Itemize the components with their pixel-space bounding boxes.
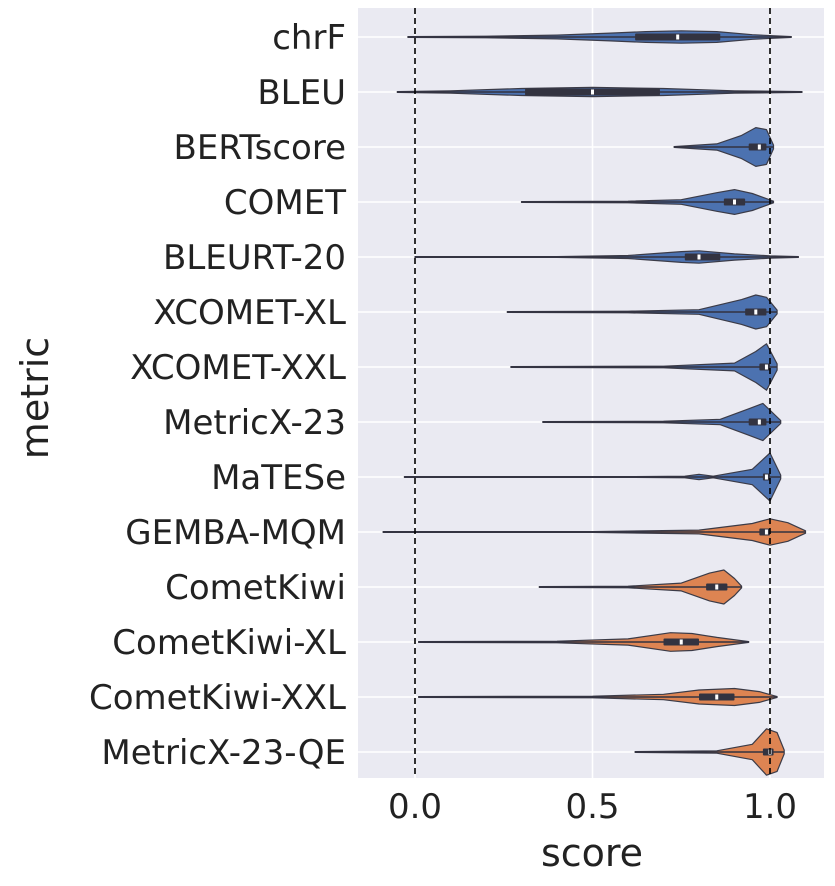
median-marker xyxy=(715,694,719,700)
y-tick-label-chrf: chrF xyxy=(272,18,346,58)
iqr-box xyxy=(748,143,767,151)
reference-lines xyxy=(414,8,771,778)
iqr-box xyxy=(748,418,767,426)
violin-gemba-mqm xyxy=(382,518,807,546)
y-tick-label-cometkiwi-xl: CometKiwi-XL xyxy=(112,623,346,663)
y-tick-label-xcomet-xxl: XCOMET-XXL xyxy=(130,348,346,388)
median-marker xyxy=(757,419,761,425)
violin-bleu xyxy=(396,86,803,98)
y-tick-label-matese: MaTESe xyxy=(211,458,346,498)
iqr-box xyxy=(759,363,770,371)
violin-comet xyxy=(520,189,775,215)
violin-xcomet-xxl xyxy=(510,343,778,391)
violins xyxy=(382,30,807,776)
y-tick-label-bleu: BLEU xyxy=(257,73,346,113)
violin-cometkiwi xyxy=(538,569,743,605)
violin-matese xyxy=(403,452,782,502)
median-marker xyxy=(754,309,758,315)
y-tick-labels: chrF BLEU BERTscore COMET BLEURT-20 XCOMET-XL… xyxy=(89,18,346,773)
y-tick-label-bertscore: BERTscore xyxy=(174,128,346,168)
x-axis-label: score xyxy=(541,831,643,875)
median-marker xyxy=(715,584,719,590)
x-tick-label: 0.5 xyxy=(565,787,619,827)
median-marker xyxy=(757,144,761,150)
iqr-box xyxy=(762,748,774,756)
y-tick-label-comet: COMET xyxy=(224,183,346,223)
median-marker xyxy=(764,529,768,535)
y-tick-label-gemba-mqm: GEMBA-MQM xyxy=(125,513,346,553)
violin-bertscore xyxy=(673,127,775,167)
violin-cometkiwi-xl xyxy=(418,632,750,652)
y-axis-label: metric xyxy=(13,337,57,459)
x-tick-label: 1.0 xyxy=(743,787,797,827)
median-marker xyxy=(591,89,594,95)
median-marker xyxy=(764,474,768,480)
x-tick-labels: 0.0 0.5 1.0 xyxy=(388,787,797,827)
y-tick-label-xcomet-xl: XCOMET-XL xyxy=(153,293,346,333)
violin-metricx-23 xyxy=(542,402,782,442)
violin-metricx-23-qe xyxy=(634,728,785,776)
median-marker xyxy=(733,199,736,205)
y-tick-label-cometkiwi-xxl: CometKiwi-XXL xyxy=(89,678,346,718)
iqr-box xyxy=(684,253,721,261)
y-tick-label-metricx-23: MetricX-23 xyxy=(163,403,346,443)
violin-chrf xyxy=(407,30,792,44)
y-tick-label-bleurt-20: BLEURT-20 xyxy=(163,238,346,278)
y-tick-label-metricx-23-qe: MetricX-23-QE xyxy=(101,733,346,773)
y-tick-label-cometkiwi: CometKiwi xyxy=(165,568,346,608)
violin-xcomet-xl xyxy=(506,294,778,330)
median-marker xyxy=(676,34,680,40)
median-marker xyxy=(764,364,768,370)
iqr-box xyxy=(759,528,770,536)
violin-cometkiwi-xxl xyxy=(418,687,778,707)
plot-background xyxy=(358,8,824,778)
x-tick-label: 0.0 xyxy=(388,787,442,827)
median-marker xyxy=(697,254,701,260)
violin-bleurt-20 xyxy=(414,250,799,264)
median-marker xyxy=(679,639,683,645)
